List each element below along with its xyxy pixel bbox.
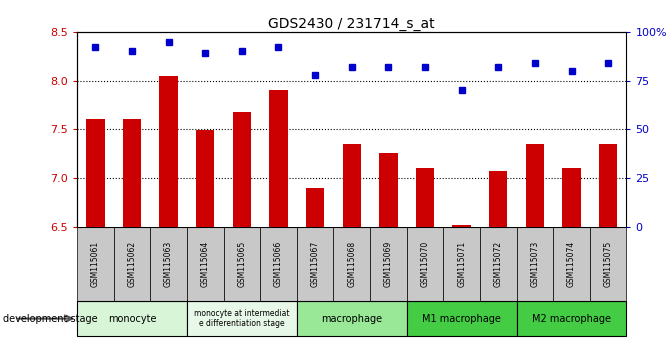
Bar [517, 227, 553, 301]
Text: macrophage: macrophage [321, 314, 383, 324]
Text: GSM115065: GSM115065 [237, 241, 247, 287]
Text: GSM115074: GSM115074 [567, 241, 576, 287]
Bar [489, 171, 507, 227]
Bar [123, 119, 141, 227]
Text: GSM115071: GSM115071 [457, 241, 466, 287]
Text: GSM115062: GSM115062 [127, 241, 137, 287]
Bar [297, 301, 407, 336]
Bar [379, 153, 397, 227]
Bar [77, 301, 187, 336]
Text: GSM115063: GSM115063 [164, 241, 173, 287]
Text: M1 macrophage: M1 macrophage [422, 314, 501, 324]
Text: monocyte at intermediat
e differentiation stage: monocyte at intermediat e differentiatio… [194, 309, 289, 328]
Text: GSM115070: GSM115070 [421, 241, 429, 287]
Bar [86, 119, 105, 227]
Text: development stage: development stage [3, 314, 98, 324]
Bar [269, 90, 287, 227]
Text: monocyte: monocyte [108, 314, 156, 324]
Text: GSM115075: GSM115075 [604, 241, 612, 287]
Bar [407, 227, 444, 301]
Bar [599, 144, 617, 227]
Bar [187, 227, 224, 301]
Text: GSM115072: GSM115072 [494, 241, 502, 287]
Text: M2 macrophage: M2 macrophage [532, 314, 611, 324]
Text: GSM115067: GSM115067 [311, 241, 320, 287]
Bar [224, 227, 260, 301]
Text: GSM115069: GSM115069 [384, 241, 393, 287]
Bar [187, 301, 297, 336]
Bar [150, 227, 187, 301]
Bar [77, 227, 114, 301]
Text: GSM115073: GSM115073 [531, 241, 539, 287]
Bar [306, 188, 324, 227]
Bar [416, 168, 434, 227]
Bar [562, 168, 581, 227]
Bar [526, 144, 544, 227]
Bar [407, 301, 517, 336]
Bar [114, 227, 150, 301]
Text: GSM115066: GSM115066 [274, 241, 283, 287]
Bar [260, 227, 297, 301]
Bar [590, 227, 626, 301]
Bar [196, 130, 214, 227]
Bar [370, 227, 407, 301]
Bar [334, 227, 370, 301]
Bar [553, 227, 590, 301]
Bar [444, 227, 480, 301]
Bar [232, 112, 251, 227]
Text: GSM115068: GSM115068 [347, 241, 356, 287]
Bar [452, 225, 471, 227]
Title: GDS2430 / 231714_s_at: GDS2430 / 231714_s_at [269, 17, 435, 31]
Bar [159, 76, 178, 227]
Text: GSM115061: GSM115061 [91, 241, 100, 287]
Bar [480, 227, 517, 301]
Bar [297, 227, 334, 301]
Bar [342, 144, 361, 227]
Text: GSM115064: GSM115064 [201, 241, 210, 287]
Bar [517, 301, 626, 336]
